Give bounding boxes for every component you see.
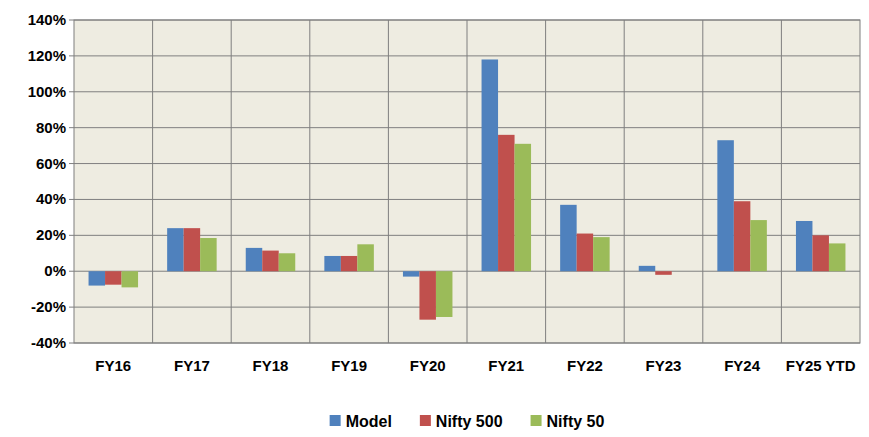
bar [515,144,532,271]
tick-label: -20% [31,298,66,315]
bar [829,243,846,271]
chart: -40% -20% 0% 20% 40% 60% 80% 100% 120% 140% FY16 FY… [0,0,869,437]
category-separator [781,20,782,343]
tick-label: 80% [36,119,66,136]
plot-background [74,20,860,343]
tick-mark [69,127,74,128]
tick-mark [69,55,74,56]
category-label: FY25 YTD [786,357,856,374]
bar [717,140,734,271]
category-label: FY17 [174,357,210,374]
category-label: FY20 [410,357,446,374]
bar [184,228,201,271]
bar [593,237,610,271]
tick-label: 140% [28,11,66,28]
tick-mark [69,20,74,21]
category-label: FY22 [567,357,603,374]
tick-mark [69,343,74,344]
bar [436,271,453,317]
bars [89,59,846,319]
bar [357,244,374,271]
legend-swatch [420,415,431,426]
category-separator [702,20,703,343]
category-separator [545,20,546,343]
legend-swatch [330,415,341,426]
category-label: FY16 [95,357,131,374]
category-separator [467,20,468,343]
bar [498,135,515,271]
bar [639,266,656,271]
bar [341,256,358,271]
legend-label: Nifty 50 [547,413,605,430]
tick-label: 100% [28,83,66,100]
tick-mark [69,271,74,272]
category-separator [231,20,232,343]
bar [279,253,296,271]
bar [655,271,672,275]
bar [796,221,813,271]
tick-mark [69,307,74,308]
bar [89,271,106,285]
legend-label: Model [346,413,392,430]
bar [122,271,139,287]
legend-swatch [531,415,542,426]
tick-label: 40% [36,190,66,207]
category-separator [624,20,625,343]
legend: Model Nifty 500 Nifty 50 [330,413,605,430]
bar [560,205,577,271]
bar [200,238,217,271]
tick-mark [69,199,74,200]
tick-label: 0% [44,262,66,279]
bar [419,271,436,319]
tick-label: 60% [36,155,66,172]
bar [167,228,184,271]
tick-mark [69,235,74,236]
category-label: FY19 [331,357,367,374]
bar [262,251,279,272]
legend-label: Nifty 500 [436,413,503,430]
bar [403,271,420,276]
plot-frame [74,20,860,343]
category-separator [388,20,389,343]
tick-label: -40% [31,334,66,351]
tick-mark [69,91,74,92]
bar [482,59,499,271]
category-label: FY21 [488,357,524,374]
bar [577,234,594,272]
tick-label: 20% [36,226,66,243]
bar [734,201,751,271]
tick-mark [69,163,74,164]
bar [324,256,341,271]
tick-label: 120% [28,47,66,64]
bar [672,271,689,272]
category-label: FY23 [646,357,682,374]
category-label: FY18 [253,357,289,374]
category-label: FY24 [724,357,761,374]
bar [246,248,263,271]
category-separator [152,20,153,343]
bar [105,271,122,284]
bar [812,235,829,271]
bar [750,220,767,271]
category-separator [309,20,310,343]
